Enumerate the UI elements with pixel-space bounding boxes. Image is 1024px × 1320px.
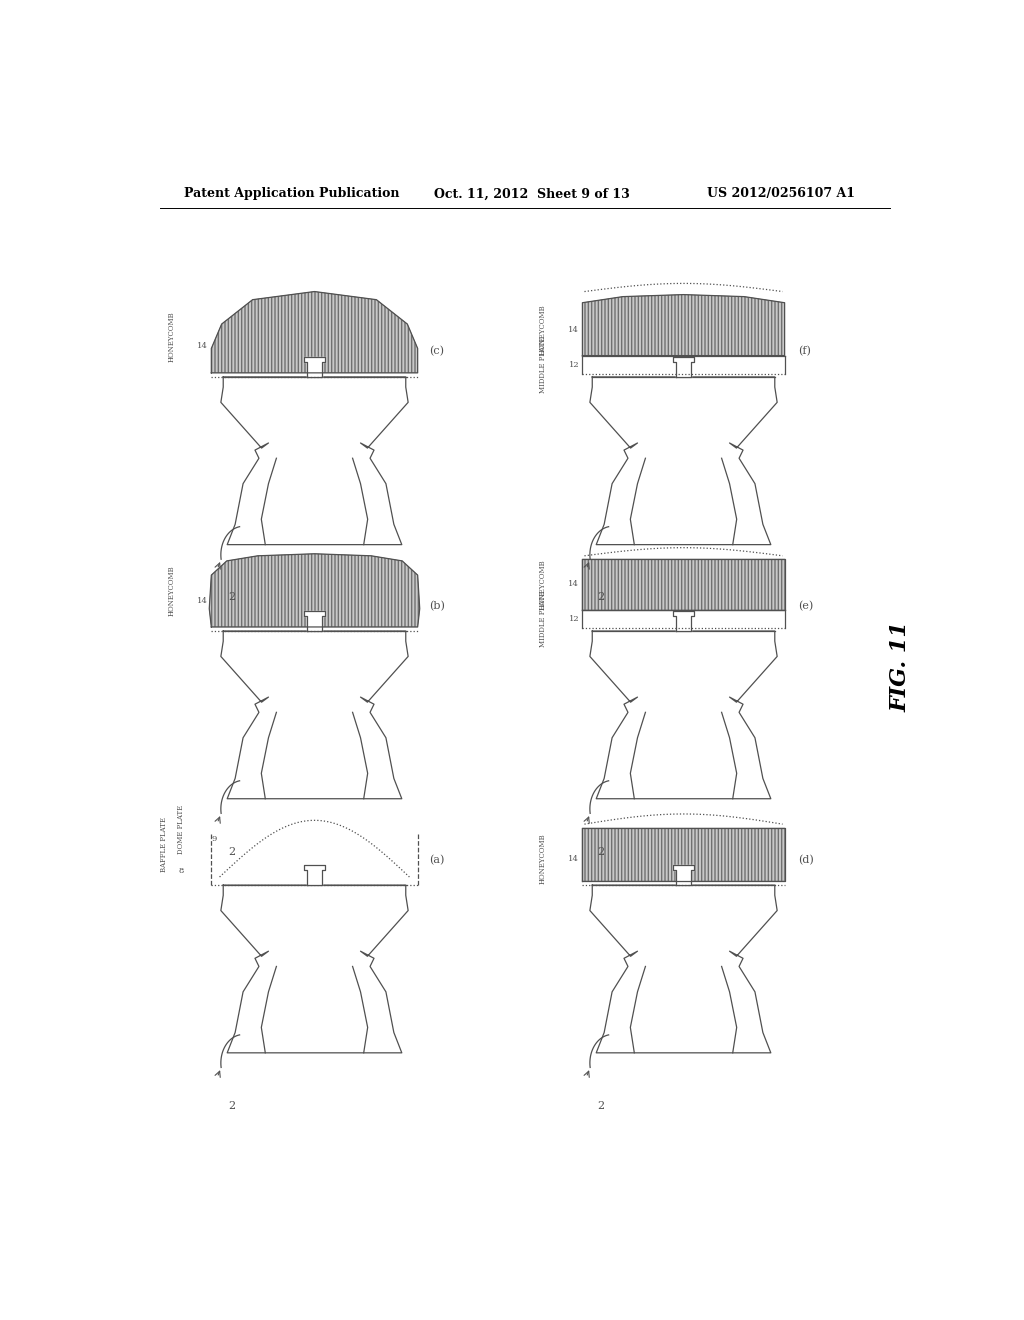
Text: 2: 2 (597, 593, 604, 602)
Text: BAFFLE PLATE: BAFFLE PLATE (160, 817, 168, 873)
Text: (b): (b) (430, 601, 445, 611)
Text: Patent Application Publication: Patent Application Publication (183, 187, 399, 201)
Polygon shape (583, 294, 784, 355)
Polygon shape (590, 631, 777, 799)
Polygon shape (590, 886, 777, 1053)
Text: 9: 9 (212, 836, 217, 843)
Text: (d): (d) (799, 854, 814, 865)
Text: 2: 2 (597, 1101, 604, 1110)
Polygon shape (221, 378, 409, 545)
Text: MIDDLE PLATE: MIDDLE PLATE (539, 337, 547, 393)
Polygon shape (583, 355, 784, 374)
Text: 12: 12 (568, 615, 580, 623)
Text: US 2012/0256107 A1: US 2012/0256107 A1 (708, 187, 855, 201)
Polygon shape (221, 886, 409, 1053)
Polygon shape (211, 292, 418, 372)
Text: DOME PLATE: DOME PLATE (177, 805, 185, 854)
Text: (c): (c) (430, 346, 444, 356)
Text: HONEYCOMB: HONEYCOMB (539, 833, 547, 884)
Polygon shape (304, 356, 325, 378)
Polygon shape (583, 828, 784, 880)
Text: 14: 14 (568, 326, 580, 334)
Polygon shape (673, 356, 694, 378)
Polygon shape (304, 611, 325, 631)
Polygon shape (673, 611, 694, 631)
Text: HONEYCOMB: HONEYCOMB (539, 305, 547, 355)
Text: 2: 2 (597, 846, 604, 857)
Text: 2: 2 (228, 846, 236, 857)
Polygon shape (583, 558, 784, 610)
Text: HONEYCOMB: HONEYCOMB (168, 312, 176, 362)
Polygon shape (221, 631, 409, 799)
Polygon shape (673, 865, 694, 886)
Text: 14: 14 (568, 581, 580, 589)
Polygon shape (304, 865, 325, 886)
Text: (a): (a) (430, 854, 445, 865)
Text: 8: 8 (178, 867, 184, 875)
Text: (e): (e) (799, 601, 814, 611)
Text: 14: 14 (568, 854, 580, 863)
Text: HONEYCOMB: HONEYCOMB (168, 565, 176, 615)
Text: FIG. 11: FIG. 11 (890, 622, 912, 711)
Text: 2: 2 (228, 1101, 236, 1110)
Text: (f): (f) (799, 346, 811, 356)
Text: 14: 14 (197, 597, 207, 605)
Text: HONEYCOMB: HONEYCOMB (539, 558, 547, 610)
Text: Oct. 11, 2012  Sheet 9 of 13: Oct. 11, 2012 Sheet 9 of 13 (433, 187, 630, 201)
Polygon shape (209, 554, 420, 627)
Polygon shape (590, 378, 777, 545)
Text: 2: 2 (228, 593, 236, 602)
Text: 14: 14 (197, 342, 207, 350)
Text: 12: 12 (568, 360, 580, 368)
Polygon shape (583, 610, 784, 628)
Text: MIDDLE PLATE: MIDDLE PLATE (539, 590, 547, 647)
